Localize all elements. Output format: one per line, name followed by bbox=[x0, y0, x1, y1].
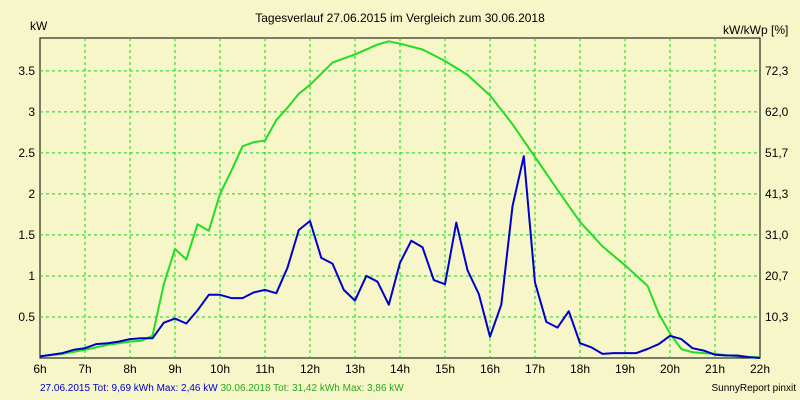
x-tick-label: 8h bbox=[123, 362, 136, 376]
x-tick-label: 7h bbox=[78, 362, 91, 376]
series-line-2018 bbox=[39, 40, 761, 359]
series-lines bbox=[39, 40, 761, 359]
y-tick-label: 3 bbox=[28, 105, 35, 119]
x-tick-label: 17h bbox=[525, 362, 545, 376]
grid bbox=[40, 38, 760, 358]
x-tick-label: 20h bbox=[660, 362, 680, 376]
y-tick-label: 1.5 bbox=[18, 228, 35, 242]
x-tick-label: 21h bbox=[705, 362, 725, 376]
y-tick-label: 0.5 bbox=[18, 310, 35, 324]
chart-title: Tagesverlauf 27.06.2015 im Vergleich zum… bbox=[255, 11, 545, 25]
footer-legend: 27.06.2015 Tot: 9,69 kWh Max: 2,46 kW 30… bbox=[40, 383, 404, 394]
x-tick-label: 16h bbox=[480, 362, 500, 376]
x-tick-label: 13h bbox=[345, 362, 365, 376]
x-tick-label: 14h bbox=[390, 362, 410, 376]
axis-labels: 6h 7h 8h 9h 10h 11h 12h 13h 14h 15h 16h 17h 18h 19h 20… bbox=[18, 64, 788, 376]
x-tick-label: 6h bbox=[33, 362, 46, 376]
x-tick-label: 9h bbox=[168, 362, 181, 376]
y2-tick-label: 31,0 bbox=[765, 228, 789, 242]
y-axis-left-label: kW bbox=[30, 19, 48, 33]
y2-tick-label: 72,3 bbox=[765, 64, 789, 78]
y2-tick-label: 51,7 bbox=[765, 146, 789, 160]
y2-tick-label: 41,3 bbox=[765, 187, 789, 201]
x-tick-label: 12h bbox=[300, 362, 320, 376]
y-tick-label: 2.5 bbox=[18, 146, 35, 160]
y-tick-label: 2 bbox=[28, 187, 35, 201]
y-axis-right-label: kW/kWp [%] bbox=[723, 23, 788, 37]
x-tick-label: 19h bbox=[615, 362, 635, 376]
y2-tick-label: 20,7 bbox=[765, 269, 789, 283]
y2-tick-label: 10,3 bbox=[765, 310, 789, 324]
x-tick-label: 15h bbox=[435, 362, 455, 376]
x-tick-label: 10h bbox=[210, 362, 230, 376]
series-line-2015 bbox=[39, 155, 761, 359]
x-tick-label: 11h bbox=[255, 362, 274, 376]
x-tick-label: 22h bbox=[750, 362, 770, 376]
y-tick-label: 3.5 bbox=[18, 64, 35, 78]
x-tick-label: 18h bbox=[570, 362, 590, 376]
legend-series-2015: 27.06.2015 Tot: 9,69 kWh Max: 2,46 kW bbox=[40, 383, 218, 394]
y-tick-label: 1 bbox=[28, 269, 35, 283]
legend-series-2018: 30.06.2018 Tot: 31,42 kWh Max: 3,86 kW bbox=[220, 383, 404, 394]
y2-tick-label: 62,0 bbox=[765, 105, 789, 119]
footer-credit: SunnyReport pinxit bbox=[711, 383, 797, 394]
